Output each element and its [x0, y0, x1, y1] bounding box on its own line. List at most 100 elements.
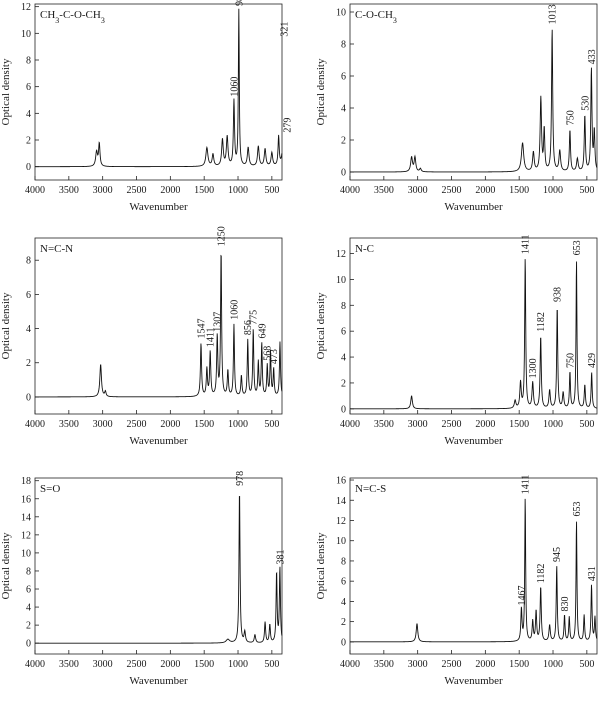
x-tick-label: 3000 [408, 419, 428, 430]
y-tick-label: 6 [26, 82, 31, 93]
y-tick-label: 8 [341, 40, 346, 51]
peak-label: 750 [565, 353, 576, 368]
y-tick-label: 2 [26, 621, 31, 632]
y-axis-label: Optical density [0, 532, 12, 599]
x-tick-label: 4000 [340, 185, 360, 196]
peak-label: 321 [279, 22, 290, 37]
y-tick-label: 6 [341, 327, 346, 338]
x-tick-label: 1500 [509, 659, 529, 670]
x-tick-label: 3500 [374, 419, 394, 430]
y-tick-label: 0 [26, 162, 31, 173]
y-tick-label: 8 [26, 256, 31, 267]
y-tick-label: 0 [341, 404, 346, 415]
spectrum-line [35, 254, 283, 398]
peak-label: 978 [235, 471, 246, 486]
y-tick-label: 10 [21, 29, 31, 40]
y-tick-label: 18 [21, 476, 31, 487]
y-tick-label: 0 [341, 637, 346, 648]
x-tick-label: 3500 [59, 659, 79, 670]
x-tick-label: 500 [264, 185, 279, 196]
x-tick-label: 1000 [543, 419, 563, 430]
y-tick-label: 4 [26, 324, 31, 335]
panel-title: S=O [40, 483, 60, 495]
peak-label: 429 [587, 353, 598, 368]
x-tick-label: 500 [264, 659, 279, 670]
y-tick-label: 0 [26, 639, 31, 650]
x-tick-label: 4000 [25, 185, 45, 196]
spectrum-panel-5: 4000 3500 3000 2500 2000 1500 1000 500 0 2 4 6 8 10 12… [0, 471, 286, 687]
y-tick-label: 2 [341, 617, 346, 628]
spectrum-panel-4: 4000 3500 3000 2500 2000 1500 1000 500 0 2 4 6 8 10 12… [315, 234, 598, 447]
y-tick-label: 12 [21, 530, 31, 541]
peak-label: 473 [269, 349, 280, 364]
x-tick-label: 2000 [475, 659, 495, 670]
peak-label: 830 [560, 597, 571, 612]
peak-label: 945 [552, 547, 563, 562]
y-tick-label: 4 [341, 104, 346, 115]
panel-title: CH3-C-O-CH3 [40, 9, 105, 25]
spectrum-line [35, 495, 283, 644]
x-axis-label: Wavenumber [444, 201, 503, 213]
x-tick-label: 4000 [25, 419, 45, 430]
x-axis-label: Wavenumber [129, 201, 188, 213]
y-tick-label: 8 [26, 56, 31, 67]
x-tick-label: 3000 [93, 419, 113, 430]
x-tick-label: 1000 [543, 659, 563, 670]
x-tick-label: 2500 [127, 185, 147, 196]
peak-label: 1182 [536, 312, 547, 332]
x-tick-label: 1500 [194, 659, 214, 670]
x-axis-label: Wavenumber [129, 675, 188, 687]
y-tick-label: 10 [336, 275, 346, 286]
x-tick-label: 2500 [442, 659, 462, 670]
y-tick-label: 0 [26, 392, 31, 403]
x-tick-label: 1500 [509, 185, 529, 196]
y-tick-label: 6 [26, 585, 31, 596]
spectrum-panel-2: 4000 3500 3000 2500 2000 1500 1000 500 0 2 4 6 8 10 Wa… [315, 3, 598, 213]
y-tick-label: 4 [341, 597, 346, 608]
peak-label: 1060 [229, 300, 240, 320]
y-tick-label: 6 [341, 577, 346, 588]
y-tick-label: 2 [341, 378, 346, 389]
x-tick-label: 500 [579, 185, 594, 196]
y-tick-label: 2 [26, 358, 31, 369]
x-axis-label: Wavenumber [129, 435, 188, 447]
x-tick-label: 1000 [228, 419, 248, 430]
peak-label: 653 [572, 501, 583, 516]
y-tick-label: 12 [21, 2, 31, 13]
x-tick-label: 500 [579, 419, 594, 430]
spectrum-line [350, 29, 598, 173]
x-tick-label: 1000 [543, 185, 563, 196]
y-tick-label: 4 [26, 109, 31, 120]
peak-label: 653 [572, 240, 583, 255]
x-tick-label: 1500 [194, 419, 214, 430]
x-tick-label: 2500 [127, 419, 147, 430]
y-axis-label: Optical density [315, 58, 327, 125]
plot-frame [349, 237, 598, 415]
y-tick-label: 14 [336, 496, 346, 507]
y-tick-label: 12 [336, 516, 346, 527]
peak-label: 1182 [536, 564, 547, 584]
plot-frame [34, 477, 283, 655]
panel-title: N=C-S [355, 483, 386, 495]
x-tick-label: 3500 [59, 419, 79, 430]
x-tick-label: 2500 [442, 185, 462, 196]
y-tick-label: 12 [336, 249, 346, 260]
peak-label: 649 [257, 324, 268, 339]
spectrum-panel-1: 4000 3500 3000 2500 2000 1500 1000 500 0 2 4 6 8 10 12… [0, 0, 293, 213]
x-tick-label: 2000 [160, 659, 180, 670]
y-tick-label: 2 [26, 136, 31, 147]
plot-frame [349, 3, 598, 181]
y-tick-label: 4 [341, 353, 346, 364]
y-tick-label: 10 [336, 8, 346, 19]
peak-label: 1300 [528, 358, 539, 378]
y-axis-label: Optical density [315, 292, 327, 359]
x-tick-label: 3000 [408, 659, 428, 670]
x-tick-label: 500 [579, 659, 594, 670]
peak-label: 1547 [196, 319, 207, 339]
spectrum-panel-6: 4000 3500 3000 2500 2000 1500 1000 500 0 2 4 6 8 10 12… [315, 475, 598, 687]
y-tick-label: 16 [21, 494, 31, 505]
y-tick-label: 4 [26, 603, 31, 614]
x-tick-label: 1500 [509, 419, 529, 430]
y-tick-label: 8 [341, 556, 346, 567]
